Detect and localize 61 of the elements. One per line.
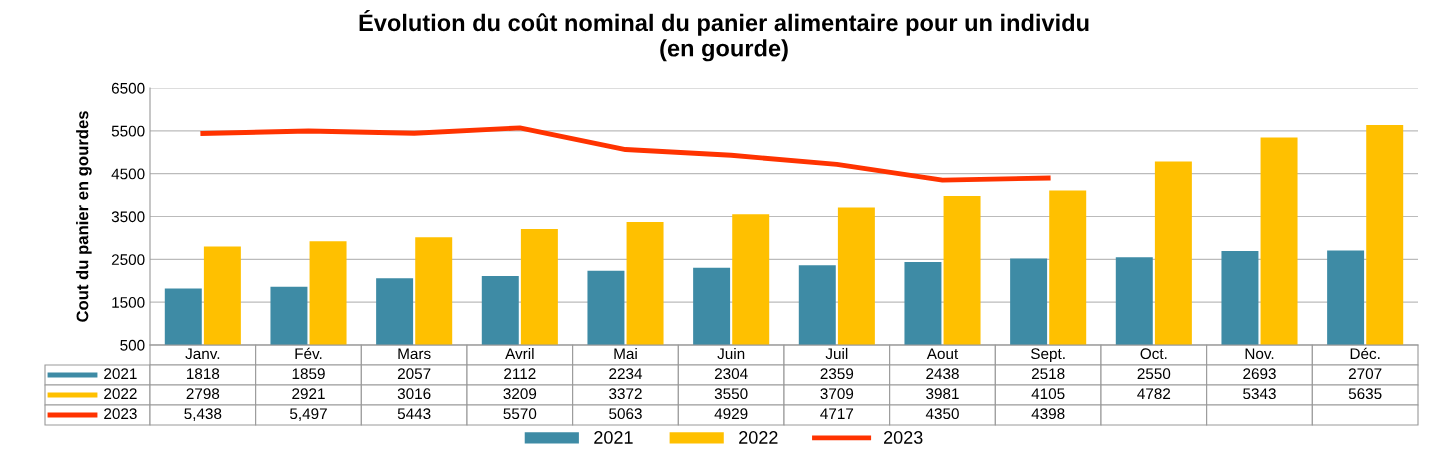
text: 2023 xyxy=(884,431,923,444)
data-label: 3016 xyxy=(397,388,431,400)
y-tick-label: 2500 xyxy=(111,254,145,266)
data-label: 2693 xyxy=(1243,368,1276,380)
x-tick-label: Avril xyxy=(505,347,534,359)
x-tick-label: Oct. xyxy=(1140,348,1167,360)
data-label: 2798 xyxy=(186,388,220,400)
y-tick-label: 4500 xyxy=(111,168,145,180)
data-label: 5,438 xyxy=(184,408,222,421)
data-label: 2057 xyxy=(397,368,431,380)
data-label: 1859 xyxy=(292,368,325,380)
data-label: 3372 xyxy=(609,388,642,400)
data-label: 4105 xyxy=(1031,388,1065,400)
data-label: 2438 xyxy=(926,368,959,380)
y-tick-label: 6500 xyxy=(111,82,145,94)
y-axis-title: Cout du panier en gourdes xyxy=(76,111,92,322)
x-tick-label: Fév. xyxy=(295,347,322,360)
y-tick-label: 500 xyxy=(120,339,145,351)
line-series xyxy=(200,125,1051,183)
data-label: 4929 xyxy=(714,408,748,420)
text: 2021 xyxy=(594,431,633,444)
data-label: 4398 xyxy=(1031,408,1065,420)
x-tick-label: Aout xyxy=(926,348,959,360)
data-label: 1818 xyxy=(187,368,220,380)
data-label: 2518 xyxy=(1031,368,1065,380)
data-label: 4782 xyxy=(1137,388,1171,400)
x-tick-label: Janv. xyxy=(185,348,220,360)
x-tick-label: Nov. xyxy=(1245,348,1274,360)
data-label: 2550 xyxy=(1137,368,1171,380)
data-label: 3981 xyxy=(926,388,959,400)
x-tick-label: Sept. xyxy=(1031,348,1065,363)
data-label: 2921 xyxy=(292,388,325,400)
x-tick-label: Juil xyxy=(825,347,848,360)
x-tick-label: Mai xyxy=(614,347,637,360)
data-label: 5,497 xyxy=(290,408,327,421)
data-label: 5570 xyxy=(503,408,537,420)
data-label: 3709 xyxy=(820,388,854,400)
x-tick-label: Mars xyxy=(398,348,431,360)
data-label: 3209 xyxy=(503,388,537,400)
text: 2022 xyxy=(739,431,778,444)
data-label: 4350 xyxy=(925,408,959,420)
legend-label: 2022 xyxy=(104,388,137,400)
y-tick-label: 1500 xyxy=(112,297,145,308)
data-label: 2234 xyxy=(609,368,643,380)
chart-title: Évolution du coût nominal du panier alimentaire pour un individu (en gourde) xyxy=(359,10,1089,62)
data-label: 5443 xyxy=(397,408,431,420)
x-tick-label: Juin xyxy=(717,347,745,360)
data-label: 2359 xyxy=(820,368,854,380)
data-label: 3550 xyxy=(714,388,748,400)
data-label: 2707 xyxy=(1348,368,1382,380)
data-label: 2304 xyxy=(714,368,748,380)
data-label: 2112 xyxy=(504,368,536,379)
legend-label: 2023 xyxy=(104,408,137,420)
data-label: 5063 xyxy=(609,408,642,420)
y-tick-label: 5500 xyxy=(111,125,145,137)
data-label: 4717 xyxy=(820,408,854,419)
data-label: 5343 xyxy=(1243,388,1276,400)
data-label: 5635 xyxy=(1348,388,1382,400)
y-tick-label: 3500 xyxy=(111,211,145,223)
legend-label: 2021 xyxy=(104,368,137,380)
x-tick-label: Déc. xyxy=(1350,347,1380,360)
